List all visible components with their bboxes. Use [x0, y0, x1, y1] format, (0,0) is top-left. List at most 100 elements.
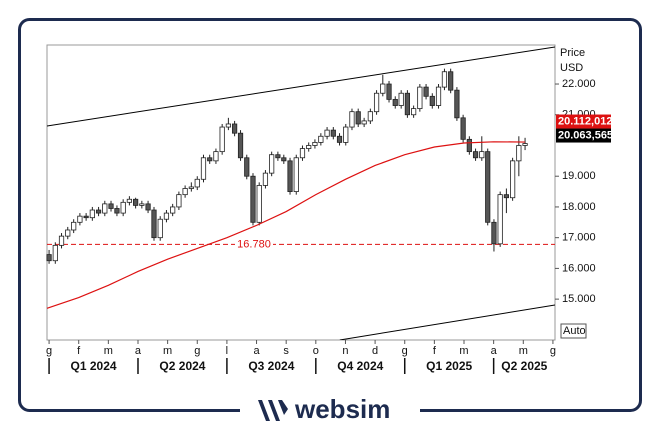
axis-label: Price	[560, 47, 585, 59]
candle-body	[454, 89, 460, 119]
price-tag	[556, 128, 611, 143]
trendline	[339, 304, 555, 340]
candle-body	[250, 175, 256, 223]
candle-body	[52, 244, 58, 262]
candle-body	[324, 129, 330, 137]
moving-average	[46, 141, 526, 309]
candle-body	[299, 148, 306, 159]
x-tick-label: m	[519, 345, 528, 357]
candle-body	[466, 138, 472, 153]
quarter-label: Q1 2025	[426, 359, 472, 373]
candle-body	[497, 194, 503, 245]
x-tick-label: g	[550, 345, 556, 357]
candle-body	[232, 123, 238, 134]
x-tick-label: g	[402, 345, 408, 357]
axis-label: USD	[560, 62, 583, 74]
candle-body	[281, 157, 287, 162]
candle-body	[503, 194, 509, 199]
y-tick-label: 19.000	[562, 170, 596, 182]
logo-icon	[258, 400, 288, 421]
candle-body	[392, 98, 398, 106]
x-tick-label: s	[283, 345, 289, 357]
candle-body	[262, 172, 269, 186]
candle-body	[516, 145, 522, 162]
candle-body	[225, 123, 231, 128]
candle-body	[479, 151, 485, 159]
y-tick-label: 17.000	[562, 232, 596, 244]
y-tick-label: 16.000	[562, 262, 596, 274]
candle-body	[256, 185, 262, 223]
candle-body	[460, 117, 466, 140]
candle-body	[163, 212, 170, 220]
candle-body	[207, 157, 213, 162]
x-tick-label: o	[313, 345, 319, 357]
x-tick-label: m	[459, 345, 468, 357]
candle-body	[306, 145, 312, 149]
candle-body	[139, 203, 145, 206]
candle-body	[120, 201, 126, 214]
candle-body	[71, 221, 77, 231]
candle-body	[108, 203, 114, 209]
candle-body	[510, 160, 516, 199]
candle-body	[58, 235, 65, 246]
candle-body	[188, 186, 194, 189]
candle-body	[269, 154, 275, 174]
x-tick-label: g	[194, 345, 200, 357]
candle-body	[219, 126, 225, 153]
y-tick-label: 15.000	[562, 293, 596, 305]
candle-body	[200, 157, 207, 180]
candle-body	[46, 254, 52, 262]
candle-body	[145, 203, 151, 211]
candle-body	[312, 142, 318, 146]
candle-body	[194, 178, 200, 188]
candle-body	[244, 157, 250, 177]
candle-body	[485, 151, 491, 223]
candle-body	[133, 198, 139, 206]
level-label-bg	[235, 238, 273, 251]
candle-body	[83, 215, 89, 219]
candle-body	[77, 215, 83, 223]
candle-body	[386, 83, 392, 100]
candle-body	[287, 160, 293, 192]
brand: websim	[294, 394, 390, 424]
y-tick-label: 18.000	[562, 201, 596, 213]
candle-body	[157, 218, 163, 239]
candle-body	[429, 95, 435, 106]
candle-body	[441, 71, 448, 88]
candle-body	[373, 92, 380, 113]
candle-body	[404, 92, 411, 116]
candle-body	[380, 83, 386, 94]
candle-body	[151, 209, 157, 239]
x-tick-label: g	[46, 345, 52, 357]
candle-body	[361, 120, 367, 125]
candle-body	[318, 135, 324, 143]
candle-body	[417, 86, 423, 110]
plot-area	[46, 44, 556, 341]
candle-body	[448, 71, 454, 91]
candle-body	[349, 111, 355, 128]
quarter-label: Q4 2024	[337, 359, 383, 373]
x-tick-label: f	[433, 345, 437, 357]
price-tag-label: 20.112,012	[558, 115, 612, 127]
candle-body	[355, 111, 361, 125]
candle-body	[367, 111, 373, 122]
candle-body	[275, 154, 281, 159]
candle-body	[423, 86, 429, 97]
quarter-label: Q1 2024	[71, 359, 117, 373]
quarter-label: Q3 2024	[248, 359, 294, 373]
scale-mode[interactable]: Auto	[563, 325, 586, 337]
x-tick-label: m	[163, 345, 172, 357]
candle-body	[522, 143, 528, 146]
candle-body	[176, 194, 182, 208]
candle-body	[472, 151, 479, 159]
candle-body	[65, 229, 71, 237]
y-tick-label: 22.000	[562, 78, 596, 90]
candle-body	[114, 208, 120, 214]
x-tick-label: l	[226, 345, 228, 357]
scale-button[interactable]	[560, 323, 587, 339]
x-tick-label: a	[135, 345, 142, 357]
candle-body	[343, 126, 349, 143]
candle-body	[435, 86, 442, 106]
level-label: 16.780	[237, 238, 271, 250]
